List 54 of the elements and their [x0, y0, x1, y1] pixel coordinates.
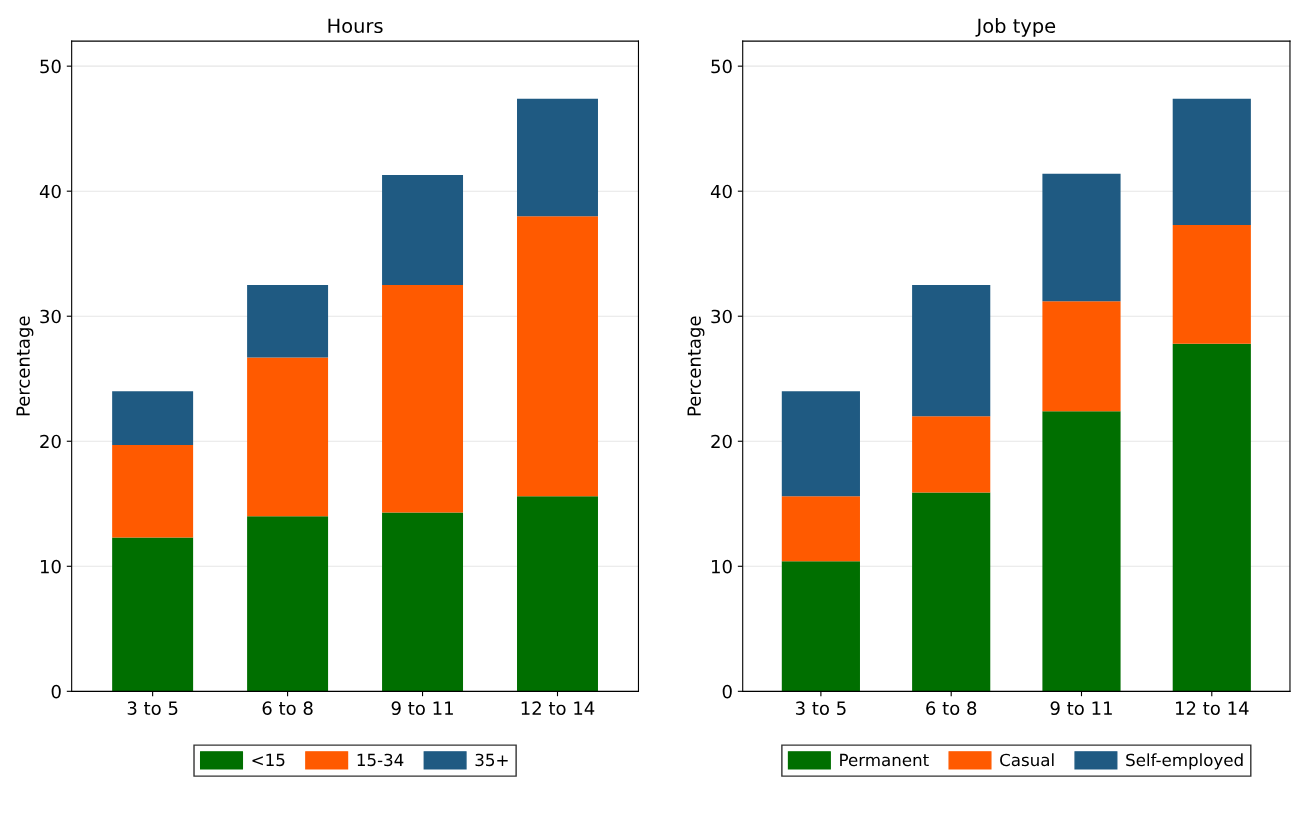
- x-tick-label: 3 to 5: [795, 701, 846, 716]
- bar: [781, 561, 860, 692]
- bar: [912, 416, 991, 493]
- bar: [1172, 343, 1251, 692]
- y-tick-label: 20: [40, 434, 61, 449]
- bar: [517, 98, 598, 217]
- x-tick-label: 12 to 14: [1176, 701, 1249, 716]
- y-tick-label: 0: [51, 684, 61, 699]
- chart-title: Hours: [328, 18, 383, 34]
- y-tick-label: 40: [710, 184, 732, 199]
- x-tick-label: 12 to 14: [521, 701, 595, 716]
- bar: [517, 496, 598, 692]
- legend-label: 35+: [475, 753, 508, 767]
- y-tick-label: 50: [711, 59, 732, 74]
- y-axis-title: Percentage: [687, 316, 705, 416]
- bar: [517, 216, 598, 497]
- bar: [781, 496, 860, 562]
- x-tick-label: 9 to 11: [1050, 701, 1112, 716]
- y-tick-label: 0: [722, 684, 732, 699]
- y-tick-label: 40: [39, 184, 61, 199]
- y-tick-label: 10: [712, 559, 732, 574]
- legend-label: Self-employed: [1126, 753, 1243, 770]
- bar: [912, 492, 991, 692]
- bar: [1172, 98, 1251, 225]
- legend-label: Permanent: [840, 753, 929, 767]
- bar: [1042, 411, 1121, 692]
- y-tick-label: 50: [40, 59, 61, 74]
- legend-label: 15-34: [357, 753, 404, 767]
- bar: [247, 516, 329, 692]
- x-tick-label: 3 to 5: [127, 701, 178, 716]
- y-axis-title: Percentage: [16, 316, 34, 416]
- y-tick-label: 20: [711, 434, 732, 449]
- bar: [112, 391, 194, 446]
- chart-title: Job type: [975, 18, 1056, 37]
- legend-label: Casual: [1000, 753, 1054, 767]
- bar: [1172, 224, 1251, 344]
- bar: [112, 537, 194, 692]
- bar: [382, 174, 464, 285]
- bar: [382, 512, 464, 692]
- y-tick-label: 30: [711, 309, 732, 324]
- bar: [382, 284, 464, 513]
- bar: [912, 284, 991, 417]
- y-tick-label: 10: [40, 559, 61, 574]
- bar: [1042, 173, 1121, 302]
- x-tick-label: 6 to 8: [262, 701, 313, 716]
- y-tick-label: 30: [40, 309, 61, 324]
- x-tick-label: 9 to 11: [391, 701, 453, 716]
- x-tick-label: 6 to 8: [926, 701, 977, 716]
- legend-label: <15: [252, 753, 285, 767]
- bar: [1042, 301, 1121, 412]
- bar: [247, 284, 329, 358]
- bar: [781, 391, 860, 497]
- bar: [247, 357, 329, 517]
- bar: [112, 445, 194, 538]
